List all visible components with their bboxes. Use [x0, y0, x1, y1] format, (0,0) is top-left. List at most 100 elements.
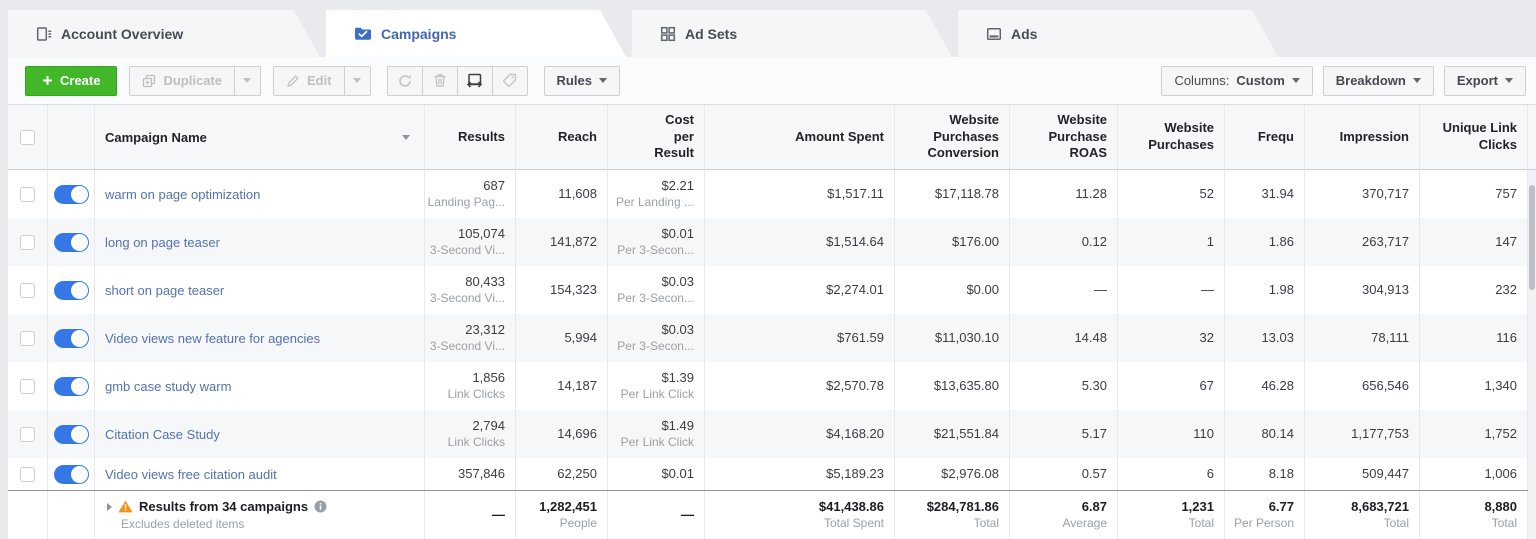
total-purchases: 1,231 [1181, 499, 1214, 514]
cell-value: 509,447 [1362, 466, 1409, 481]
cell-value: 14.48 [1074, 330, 1107, 345]
cell-value: 147 [1495, 234, 1517, 249]
cell-value: $5,189.23 [826, 466, 884, 481]
column-header-website-purchases[interactable]: Website Purchases [1118, 105, 1225, 169]
column-header-frequency[interactable]: Frequ [1225, 105, 1305, 169]
campaign-active-toggle[interactable] [53, 280, 89, 300]
cell-value: 1,006 [1484, 466, 1517, 481]
toggle-knob [70, 425, 88, 443]
campaigns-table: Campaign Name Results Reach Cost per Res… [8, 105, 1536, 539]
cell-value: $0.00 [966, 282, 999, 297]
column-header-impressions[interactable]: Impression [1305, 105, 1420, 169]
total-cost: — [681, 507, 694, 522]
campaign-active-toggle[interactable] [53, 464, 89, 484]
scrollbar-thumb[interactable] [1529, 185, 1535, 290]
campaign-name-link[interactable]: long on page teaser [105, 234, 220, 250]
total-frequency: 6.77 [1268, 499, 1294, 514]
campaign-name-link[interactable]: Video views free citation audit [105, 466, 277, 482]
tag-button[interactable] [491, 65, 528, 96]
campaign-name-link[interactable]: gmb case study warm [105, 378, 232, 394]
campaign-name-link[interactable]: Video views new feature for agencies [105, 330, 321, 346]
columns-button[interactable]: Columns: Custom [1161, 65, 1313, 96]
column-header-website-purchases-conversion[interactable]: Website Purchases Conversion [895, 105, 1010, 169]
tab-ads[interactable]: Ads [958, 10, 1278, 57]
row-checkbox[interactable] [20, 426, 35, 442]
breakdown-button[interactable]: Breakdown [1322, 65, 1434, 96]
table-footer-row: Results from 34 campaigns Excludes delet… [8, 490, 1536, 539]
table-row: long on page teaser 105,074 3-Second Vi...… [8, 218, 1536, 266]
cell-value: 0.12 [1081, 234, 1107, 249]
toggle-knob [70, 329, 88, 347]
ab-test-button[interactable] [456, 65, 493, 96]
column-header-website-purchase-roas[interactable]: Website Purchase ROAS [1010, 105, 1118, 169]
export-button[interactable]: Export [1443, 65, 1526, 96]
column-header-amount-spent[interactable]: Amount Spent [705, 105, 895, 169]
cell-value: 80,433 [465, 274, 505, 289]
row-checkbox[interactable] [20, 378, 35, 394]
cell-value: $1,514.64 [826, 234, 884, 249]
cell-value: $1,517.11 [827, 186, 884, 201]
cell-value: 5.17 [1081, 426, 1107, 441]
tab-ad-sets[interactable]: Ad Sets [632, 10, 952, 57]
total-wpc: $284,781.86 [926, 499, 999, 514]
edit-dropdown-button[interactable] [344, 65, 371, 96]
table-body: warm on page optimization 687 Landing Pag.… [8, 170, 1536, 490]
toggle-knob [70, 233, 88, 251]
cell-value: 67 [1199, 378, 1214, 393]
cell-value: $176.00 [952, 234, 999, 249]
row-checkbox[interactable] [20, 466, 35, 482]
expand-arrow-icon[interactable] [107, 502, 112, 511]
rules-button[interactable]: Rules [543, 65, 620, 96]
table-row: Video views new feature for agencies 23,3… [8, 314, 1536, 362]
chevron-down-icon [353, 78, 362, 83]
column-header-results[interactable]: Results [425, 105, 516, 169]
ad-sets-icon [660, 26, 676, 42]
select-all-checkbox[interactable] [20, 129, 35, 145]
cell-value: 11.28 [1075, 186, 1107, 201]
campaign-active-toggle[interactable] [53, 232, 89, 252]
row-checkbox[interactable] [20, 186, 35, 202]
cell-value: $0.01 [661, 466, 694, 481]
tab-account-overview[interactable]: Account Overview [8, 10, 320, 57]
cell-subtitle: Per Link Click [620, 387, 694, 401]
footer-summary-title: Results from 34 campaigns [139, 499, 309, 514]
cell-value: 52 [1199, 186, 1214, 201]
total-purchases-sub: Total [1188, 516, 1214, 530]
tab-label: Campaigns [381, 25, 457, 42]
toolbar: Create Duplicate Edit [8, 57, 1536, 105]
campaign-name-link[interactable]: Citation Case Study [105, 426, 220, 442]
chevron-down-icon [1291, 78, 1300, 83]
cell-value: 1 [1206, 234, 1214, 249]
cell-value: 11,608 [558, 186, 597, 201]
campaign-active-toggle[interactable] [53, 424, 89, 444]
campaign-active-toggle[interactable] [53, 184, 89, 204]
duplicate-button[interactable]: Duplicate [129, 65, 235, 96]
delete-button[interactable] [421, 65, 458, 96]
duplicate-dropdown-button[interactable] [234, 65, 261, 96]
chevron-down-icon [1412, 78, 1421, 83]
campaign-name-link[interactable]: short on page teaser [105, 282, 225, 298]
refresh-button[interactable] [386, 65, 423, 96]
column-header-campaign-name[interactable]: Campaign Name [95, 105, 425, 169]
column-header-cost-per-result[interactable]: Cost per Result [608, 105, 705, 169]
column-header-reach[interactable]: Reach [516, 105, 608, 169]
campaign-active-toggle[interactable] [53, 376, 89, 396]
tab-campaigns[interactable]: Campaigns [326, 10, 626, 57]
column-header-unique-link-clicks[interactable]: Unique Link Clicks [1420, 105, 1528, 169]
info-icon[interactable] [314, 500, 327, 513]
cell-value: — [1201, 282, 1214, 297]
campaign-active-toggle[interactable] [53, 328, 89, 348]
cell-value: 0.57 [1081, 466, 1107, 481]
row-checkbox[interactable] [20, 282, 35, 298]
cell-value: 1,856 [472, 370, 505, 385]
row-checkbox[interactable] [20, 234, 35, 250]
vertical-scrollbar[interactable] [1528, 170, 1536, 539]
plus-icon [43, 76, 52, 85]
cell-value: $17,118.78 [934, 186, 999, 201]
trash-icon [434, 74, 446, 87]
edit-button[interactable]: Edit [272, 65, 345, 96]
create-button[interactable]: Create [25, 65, 118, 96]
row-checkbox[interactable] [20, 330, 35, 346]
cell-value: 1.98 [1268, 282, 1294, 297]
campaign-name-link[interactable]: warm on page optimization [105, 186, 261, 202]
